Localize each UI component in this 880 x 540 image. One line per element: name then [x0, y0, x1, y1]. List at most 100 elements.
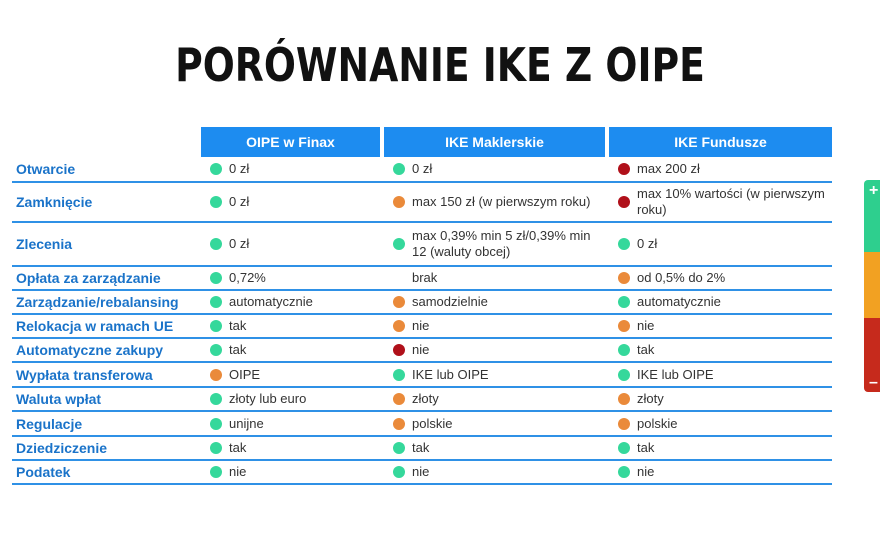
table-cell: nie — [618, 461, 827, 483]
cell-text: nie — [229, 464, 247, 479]
cell-text: nie — [412, 318, 430, 333]
legend-good: + — [864, 180, 880, 252]
table-row: Podatek nie nie nie — [12, 461, 832, 485]
table-row: Zarządzanie/rebalansing automatycznie samo… — [12, 291, 832, 315]
table-cell: tak — [210, 437, 375, 459]
status-dot-icon — [618, 368, 630, 381]
cell-text: tak — [229, 318, 247, 333]
row-label: Opłata za zarządzanie — [16, 270, 161, 286]
table-cell: automatycznie — [618, 291, 827, 313]
table-cell: IKE lub OIPE — [618, 363, 827, 386]
table-cell: złoty lub euro — [210, 388, 375, 410]
cell-text: od 0,5% do 2% — [637, 270, 726, 285]
cell-text: max 0,39% min 5 zł/0,39% min 12 (waluty … — [412, 228, 591, 259]
cell-text: złoty — [412, 391, 439, 406]
table-row: Regulacje unijne polskie polskie — [12, 412, 832, 437]
status-dot-icon — [618, 393, 630, 405]
table-cell: 0 zł — [618, 223, 827, 265]
table-row: Automatyczne zakupy tak nie tak — [12, 339, 832, 363]
table-cell: brak — [393, 267, 600, 289]
table-row: Zamknięcie 0 zł max 150 zł (w pierwszym ro… — [12, 183, 832, 223]
status-dot-icon — [393, 196, 405, 208]
status-dot-icon — [210, 344, 222, 356]
status-dot-icon — [210, 442, 222, 454]
cell-text: max 10% wartości (w pierwszym roku) — [637, 186, 825, 217]
status-dot-icon — [393, 442, 405, 454]
cell-text: polskie — [412, 415, 453, 431]
table-cell: unijne — [210, 412, 375, 435]
cell-text: tak — [637, 342, 655, 357]
table-cell: samodzielnie — [393, 291, 600, 313]
table-cell: 0 zł — [393, 157, 600, 181]
status-dot-icon — [618, 238, 630, 250]
row-label: Relokacja w ramach UE — [16, 318, 174, 334]
cell-text: IKE lub OIPE — [637, 366, 714, 382]
cell-text: unijne — [229, 415, 264, 431]
status-dot-icon — [618, 272, 630, 284]
cell-text: tak — [412, 440, 430, 455]
status-dot-icon — [393, 296, 405, 308]
cell-text: nie — [412, 464, 430, 479]
table-cell: 0 zł — [210, 223, 375, 265]
table-cell: max 150 zł (w pierwszym roku) — [393, 183, 600, 221]
table-cell: polskie — [393, 412, 600, 435]
status-dot-icon — [618, 442, 630, 454]
row-label: Regulacje — [16, 415, 83, 432]
cell-text: max 200 zł — [637, 161, 700, 176]
status-dot-icon — [210, 238, 222, 250]
status-dot-icon — [210, 393, 222, 405]
cell-text: 0 zł — [229, 161, 250, 176]
table-cell: nie — [393, 339, 600, 361]
table-cell: 0,72% — [210, 267, 375, 289]
table-row: Zlecenia 0 zł max 0,39% min 5 zł/0,39% min… — [12, 223, 832, 267]
rating-legend-bar: + – — [864, 180, 880, 392]
status-dot-icon — [210, 272, 222, 284]
row-label: Wypłata transferowa — [16, 366, 153, 383]
status-dot-icon — [393, 238, 405, 250]
status-dot-icon — [210, 196, 222, 208]
cell-text: automatycznie — [229, 294, 313, 309]
table-row: Otwarcie 0 zł 0 zł max 200 zł — [12, 157, 832, 183]
status-dot-icon — [210, 163, 222, 175]
row-label: Podatek — [16, 464, 71, 480]
table-cell: nie — [618, 315, 827, 337]
table-cell: max 10% wartości (w pierwszym roku) — [618, 183, 827, 221]
status-dot-icon — [618, 466, 630, 478]
status-dot-icon — [393, 163, 405, 175]
status-dot-icon — [393, 417, 405, 430]
cell-text: brak — [412, 270, 438, 285]
cell-text: nie — [637, 318, 655, 333]
cell-text: 0 zł — [229, 236, 250, 251]
column-header-oipe-finax: OIPE w Finax — [201, 127, 380, 157]
cell-text: 0 zł — [229, 194, 250, 209]
row-label: Automatyczne zakupy — [16, 342, 164, 358]
cell-text: 0 zł — [637, 236, 658, 251]
table-cell: polskie — [618, 412, 827, 435]
table-row: Relokacja w ramach UE tak nie nie — [12, 315, 832, 339]
table-cell: OIPE — [210, 363, 375, 386]
cell-text: złoty lub euro — [229, 391, 307, 406]
table-cell: max 200 zł — [618, 157, 827, 181]
cell-text: 0 zł — [412, 161, 433, 176]
table-cell: nie — [393, 461, 600, 483]
cell-text: samodzielnie — [412, 294, 488, 309]
cell-text: max 150 zł (w pierwszym roku) — [412, 194, 591, 209]
cell-text: tak — [229, 342, 247, 357]
status-dot-icon — [618, 296, 630, 308]
cell-text: tak — [637, 440, 655, 455]
column-header-ike-fundusze: IKE Fundusze — [609, 127, 832, 157]
table-cell: nie — [393, 315, 600, 337]
status-dot-icon — [210, 296, 222, 308]
row-label: Dziedziczenie — [16, 440, 108, 456]
status-dot-icon — [393, 320, 405, 332]
cell-text: złoty — [637, 391, 664, 406]
cell-text: 0,72% — [229, 270, 266, 285]
table-cell: 0 zł — [210, 183, 375, 221]
table-cell: tak — [618, 339, 827, 361]
table-cell: tak — [618, 437, 827, 459]
cell-text: nie — [637, 464, 655, 479]
cell-text: IKE lub OIPE — [412, 366, 489, 382]
table-row: Dziedziczenie tak tak tak — [12, 437, 832, 461]
table-cell: nie — [210, 461, 375, 483]
cell-text: automatycznie — [637, 294, 721, 309]
